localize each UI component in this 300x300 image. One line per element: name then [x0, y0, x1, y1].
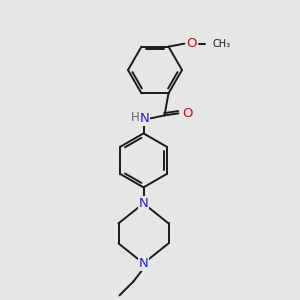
Text: N: N — [140, 112, 149, 125]
Text: O: O — [182, 107, 193, 120]
Text: N: N — [139, 197, 148, 210]
Text: CH₃: CH₃ — [212, 39, 231, 49]
Text: H: H — [131, 111, 140, 124]
Text: N: N — [139, 257, 148, 270]
Text: O: O — [186, 37, 197, 50]
